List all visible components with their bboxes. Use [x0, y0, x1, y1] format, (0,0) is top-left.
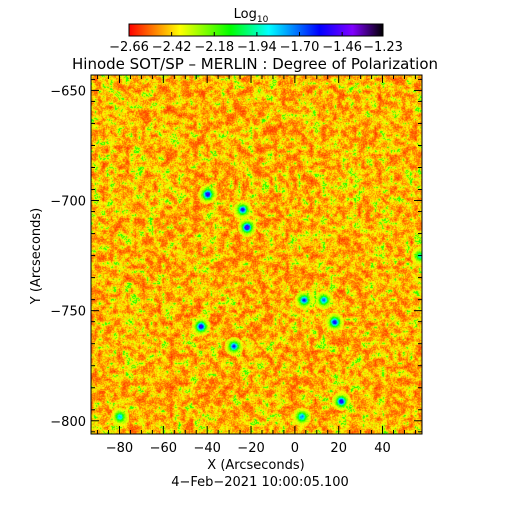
colorbar-ticks: −2.66 −2.42 −2.18 −1.94 −1.70 −1.46 −1.23: [109, 32, 403, 55]
colorbar-tick-label: −2.18: [194, 40, 234, 55]
date-label: 4−Feb−2021 10:00:05.100: [171, 475, 349, 490]
y-axis-label: Y (Arcseconds): [29, 208, 44, 305]
heatmap-image: [91, 75, 422, 434]
colorbar-tick-label: −2.66: [109, 40, 149, 55]
heatmap-image-wrap: [91, 75, 422, 434]
colorbar-tick-label: −1.46: [322, 40, 362, 55]
x-tick-label: 0: [291, 441, 299, 456]
x-tick-label: 40: [374, 441, 391, 456]
x-axis-label: X (Arcseconds): [207, 458, 304, 473]
plot-frame: [90, 74, 423, 435]
y-tick-label: −650: [50, 84, 86, 99]
x-tick-label: −80: [106, 441, 133, 456]
x-tick-label: 20: [330, 441, 347, 456]
colorbar-gradient: [128, 23, 384, 37]
x-tick-label: −20: [237, 441, 264, 456]
colorbar-tick-label: −1.23: [363, 40, 403, 55]
colorbar-title: Log10: [234, 7, 269, 25]
y-tick-label: −750: [50, 305, 86, 320]
x-tick-label: −60: [150, 441, 177, 456]
y-tick-label: −800: [50, 415, 86, 430]
colorbar-tick-label: −1.94: [237, 40, 277, 55]
chart-title: Hinode SOT/SP – MERLIN : Degree of Polar…: [72, 55, 438, 73]
y-axis: −650 −700 −750 −800: [50, 78, 422, 433]
x-tick-label: −40: [193, 441, 220, 456]
y-tick-label: −700: [50, 195, 86, 210]
colorbar: Log10 −2.66 −2.42 −2.18 −1.94 −1.70 −1.46 −1.2…: [109, 7, 403, 55]
x-axis: −80 −60 −40 −20 0 20 40: [97, 75, 416, 456]
colorbar-tick-label: −1.70: [280, 40, 320, 55]
colorbar-tick-label: −2.42: [152, 40, 192, 55]
